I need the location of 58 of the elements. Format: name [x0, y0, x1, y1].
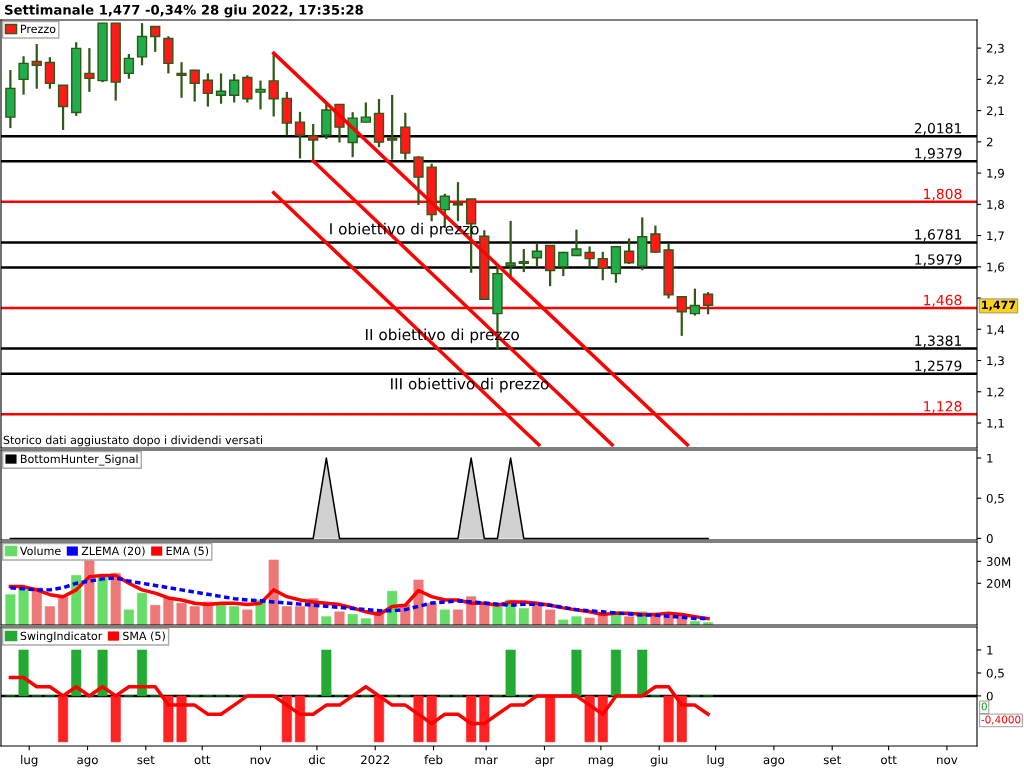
y-tick-label: 1,3: [987, 356, 1004, 367]
text: -0,4000: [981, 715, 1021, 725]
legend-label: Prezzo: [20, 24, 56, 34]
legend-label: Volume: [19, 546, 61, 556]
y-tick-label: 2,2: [986, 75, 1004, 86]
legend-label: ZLEMA (20): [81, 546, 145, 557]
y-tick-label: 0: [986, 534, 993, 544]
y-tick-label: 2: [986, 137, 993, 147]
y-tick-label: 0,5: [986, 493, 1004, 505]
x-tick-label: ott: [881, 755, 897, 765]
x-tick-label: ago: [763, 757, 785, 767]
x-tick-label: lug: [21, 755, 38, 767]
legend-label: SMA (5): [123, 631, 165, 642]
x-tick-label: 2022: [361, 755, 390, 765]
ref-line-label: 1,5979: [915, 254, 962, 267]
x-tick-label: lug: [707, 755, 724, 767]
text: 1,477: [982, 300, 1016, 311]
legend-label: BottomHunter_Signal: [20, 454, 138, 466]
x-tick-label: set: [137, 755, 155, 765]
x-tick-label: mar: [475, 757, 498, 765]
ref-line-label: 1,808: [924, 188, 962, 201]
y-tick-label: 30M: [986, 557, 1011, 566]
chart-title: Settimanale 1,477 -0,34% 28 giu 2022, 17:35:28: [5, 4, 363, 18]
ref-line-label: 1,2579: [915, 360, 962, 373]
x-tick-label: set: [823, 755, 841, 765]
x-tick-label: giu: [650, 755, 668, 767]
x-tick-label: ott: [194, 755, 211, 765]
ref-line-label: 1,9379: [915, 148, 962, 160]
annotation: III obiettivo di prezzo: [391, 377, 549, 393]
y-tick-label: 1,2: [987, 387, 1004, 398]
ref-line-label: 1,128: [924, 401, 962, 413]
y-tick-label: 1: [987, 645, 993, 655]
x-tick-label: feb: [424, 755, 443, 765]
y-tick-label: 1,7: [987, 231, 1004, 242]
ref-line-label: 1,6781: [915, 229, 962, 242]
y-tick-label: 1,4: [987, 325, 1005, 336]
ref-line-label: 1,3381: [915, 335, 962, 348]
y-tick-label: 20M: [986, 579, 1011, 588]
x-tick-label: ago: [77, 757, 98, 767]
x-tick-label: dic: [308, 755, 325, 765]
y-tick-label: 2,1: [986, 106, 1004, 117]
x-tick-label: nov: [937, 757, 958, 765]
x-tick-label: nov: [250, 757, 272, 765]
y-tick-label: 1,6: [987, 262, 1005, 273]
y-tick-label: 1,9: [987, 168, 1004, 179]
annotation: Storico dati aggiustato dopo i dividendi versati: [3, 435, 263, 447]
y-tick-label: 1,8: [987, 200, 1004, 211]
y-tick-label: 1,1: [987, 418, 1004, 429]
y-tick-label: 0: [986, 691, 993, 701]
legend-label: SwingIndicator: [20, 631, 103, 643]
y-tick-label: 1: [987, 453, 993, 463]
x-tick-label: apr: [535, 757, 555, 767]
ref-line-label: 1,468: [924, 294, 962, 307]
x-tick-label: mag: [588, 757, 613, 767]
legend-label: EMA (5): [166, 546, 209, 557]
y-tick-label: 2,3: [986, 43, 1004, 54]
y-tick-label: 0,5: [986, 668, 1004, 679]
ref-line-label: 2,0181: [914, 122, 962, 135]
